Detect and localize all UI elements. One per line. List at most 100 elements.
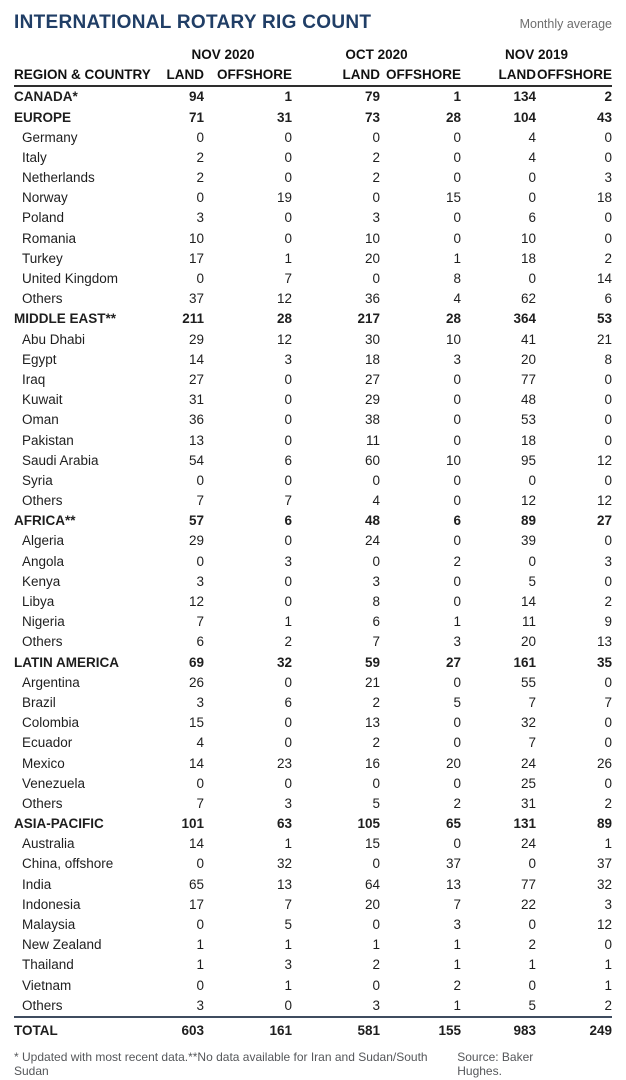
cell-value: 94 — [188, 89, 204, 105]
cell-value: 0 — [604, 210, 613, 226]
country-row: Angola 0 3 0 2 0 3 — [14, 551, 612, 571]
cell-value: 0 — [196, 977, 204, 993]
cell-value: 7 — [453, 896, 462, 912]
cell-value: 28 — [276, 311, 293, 327]
cell-value: 3 — [453, 634, 462, 650]
row-label: Libya — [22, 594, 55, 610]
cell-value: 14 — [188, 836, 204, 852]
cell-value: 1 — [453, 250, 462, 266]
cell-value: 17 — [188, 250, 204, 266]
cell-value: 211 — [182, 311, 204, 327]
cell-value: 0 — [528, 917, 537, 933]
cell-value: 2 — [604, 250, 613, 266]
cell-value: 89 — [597, 816, 613, 832]
row-label: Algeria — [22, 533, 65, 549]
cell-value: 2 — [604, 594, 613, 610]
cell-value: 26 — [188, 674, 204, 690]
column-header-row: REGION & COUNTRY LAND OFFSHORE LAND OFFS… — [14, 64, 613, 86]
column-header-land: LAND — [498, 66, 537, 82]
cell-value: 10 — [445, 452, 462, 468]
cell-value: 217 — [357, 311, 381, 327]
cell-value: 0 — [453, 533, 462, 549]
row-label: Germany — [22, 129, 78, 145]
cell-value: 25 — [520, 775, 537, 791]
cell-value: 19 — [276, 190, 293, 206]
cell-value: 0 — [196, 190, 204, 206]
row-label: Italy — [22, 149, 47, 165]
cell-value: 27 — [445, 654, 462, 670]
column-group-nov-2020: NOV 2020 — [191, 46, 255, 62]
cell-value: 2 — [196, 149, 204, 165]
titlebar: INTERNATIONAL ROTARY RIG COUNT Monthly a… — [14, 12, 612, 34]
cell-value: 0 — [528, 271, 537, 287]
cell-value: 7 — [604, 694, 613, 710]
cell-value: 0 — [604, 230, 613, 246]
column-header-land: LAND — [166, 66, 205, 82]
cell-value: 134 — [513, 89, 537, 105]
cell-value: 89 — [520, 513, 537, 529]
cell-value: 16 — [364, 755, 381, 771]
cell-value: 7 — [196, 614, 204, 630]
cell-value: 69 — [188, 654, 204, 670]
column-header-offshore: OFFSHORE — [217, 66, 293, 82]
cell-value: 32 — [597, 876, 613, 892]
cell-value: 8 — [453, 271, 462, 287]
cell-value: 31 — [188, 392, 204, 408]
cell-value: 1 — [453, 614, 462, 630]
country-row: Australia 14 1 15 0 24 1 — [14, 834, 612, 854]
cell-value: 7 — [528, 735, 537, 751]
cell-value: 18 — [520, 250, 537, 266]
row-label: Others — [22, 634, 63, 650]
country-row: Ecuador 4 0 2 0 7 0 — [14, 733, 612, 753]
cell-value: 21 — [597, 331, 613, 347]
row-label: Turkey — [22, 250, 63, 266]
total-value: 581 — [357, 1022, 381, 1038]
cell-value: 0 — [528, 472, 537, 488]
cell-value: 0 — [284, 674, 293, 690]
cell-value: 31 — [520, 795, 537, 811]
column-header-land: LAND — [342, 66, 381, 82]
cell-value: 29 — [188, 533, 204, 549]
cell-value: 0 — [284, 412, 293, 428]
row-label: Kuwait — [22, 392, 63, 408]
cell-value: 0 — [604, 674, 613, 690]
cell-value: 3 — [372, 573, 381, 589]
total-value: 603 — [181, 1022, 204, 1038]
country-row: Venezuela 0 0 0 0 25 0 — [14, 773, 612, 793]
cell-value: 2 — [372, 957, 381, 973]
cell-value: 57 — [188, 513, 204, 529]
cell-value: 0 — [284, 775, 293, 791]
cell-value: 0 — [284, 533, 293, 549]
country-row: Romania 10 0 10 0 10 0 — [14, 228, 612, 248]
row-label: Venezuela — [22, 775, 86, 791]
cell-value: 0 — [604, 149, 613, 165]
cell-value: 0 — [284, 149, 293, 165]
cell-value: 73 — [364, 109, 381, 125]
cell-value: 77 — [520, 371, 537, 387]
cell-value: 14 — [520, 594, 537, 610]
row-label: Iraq — [22, 371, 46, 387]
cell-value: 0 — [604, 533, 613, 549]
cell-value: 3 — [196, 573, 204, 589]
row-label: ASIA-PACIFIC — [14, 816, 104, 832]
cell-value: 0 — [604, 937, 613, 953]
cell-value: 3 — [196, 694, 204, 710]
cell-value: 0 — [284, 735, 293, 751]
cell-value: 3 — [284, 553, 293, 569]
cell-value: 1 — [453, 937, 462, 953]
country-row: Netherlands 2 0 2 0 0 3 — [14, 168, 612, 188]
cell-value: 8 — [372, 594, 381, 610]
cell-value: 0 — [284, 573, 293, 589]
cell-value: 5 — [528, 573, 537, 589]
cell-value: 0 — [284, 472, 293, 488]
cell-value: 3 — [604, 553, 613, 569]
country-row: United Kingdom 0 7 0 8 0 14 — [14, 269, 612, 289]
cell-value: 0 — [604, 775, 613, 791]
row-label: Australia — [22, 836, 75, 852]
row-label: Poland — [22, 210, 65, 226]
cell-value: 39 — [520, 533, 537, 549]
total-value: 249 — [589, 1022, 613, 1038]
cell-value: 41 — [520, 331, 537, 347]
cell-value: 20 — [445, 755, 462, 771]
